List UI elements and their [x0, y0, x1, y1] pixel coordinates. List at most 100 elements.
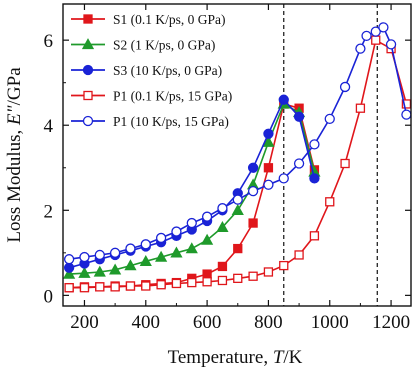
series-3-point [278, 94, 289, 105]
series-3-point [293, 111, 305, 122]
legend-swatch-marker [81, 38, 95, 50]
series-1-point [263, 163, 274, 173]
series-4-point [263, 267, 274, 277]
series-4-point [217, 275, 228, 286]
series-4-point [95, 282, 105, 292]
series-2-point [109, 263, 122, 275]
legend-label: P1 (10 K/ps, 15 GPa) [113, 114, 229, 129]
series-4-point [187, 277, 197, 288]
series-1-point [233, 243, 243, 254]
series-4-point [325, 197, 335, 207]
y-tick-label: 2 [44, 201, 54, 222]
series-4 [64, 35, 411, 293]
series-5-point [201, 211, 213, 222]
legend-label: S3 (10 K/ps, 0 GPa) [113, 63, 222, 78]
series-5-point [217, 203, 228, 214]
series-4-point [279, 260, 289, 271]
series-5-point [355, 43, 366, 54]
series-5-point [401, 109, 411, 120]
series-5-point [339, 81, 351, 93]
series-5-point [247, 186, 259, 197]
legend-item: S2 (1 K/ps, 0 GPa) [71, 38, 215, 53]
series-2-point [63, 267, 76, 279]
series-5-point [232, 194, 243, 205]
series-5-point [94, 249, 105, 261]
series-3-point [63, 262, 75, 273]
series-2-point [231, 203, 244, 215]
series-4-point [64, 283, 74, 293]
series-5-point [370, 26, 381, 37]
legend-label: P1 (0.1 K/ps, 15 GPa) [113, 89, 232, 104]
series-2-point [201, 233, 214, 245]
y-axis-label-prefix: Loss Modulus, [4, 125, 25, 243]
series-5-point [171, 226, 182, 237]
series-2-point [124, 259, 137, 271]
series-3-point [263, 128, 274, 139]
series-5-point [293, 158, 305, 169]
series-4-point [248, 271, 258, 281]
series-2-point [262, 135, 275, 147]
y-axis-label: Loss Modulus, E"/GPa [4, 67, 25, 243]
series-5-point [140, 239, 151, 250]
series-5-point [263, 179, 274, 190]
x-axis-label-unit: /K [283, 347, 302, 368]
y-axis-ticks: 0 2 4 6 [44, 31, 411, 307]
series-5-point [63, 254, 75, 265]
series-2-point [170, 246, 183, 258]
legend-label: S2 (1 K/ps, 0 GPa) [113, 38, 215, 53]
series-5-point [109, 247, 121, 258]
series-5-point [385, 39, 397, 50]
series-4-point [202, 277, 212, 287]
series-4-point [340, 158, 350, 169]
series-5-point [324, 113, 335, 124]
x-tick-label: 200 [70, 312, 99, 333]
series-5-point [186, 217, 197, 229]
series-2-point [93, 265, 106, 277]
x-tick-label: 600 [193, 312, 222, 333]
series-layer [63, 22, 411, 293]
series-4-point [355, 103, 366, 113]
series-2-point [139, 254, 152, 266]
series-5 [63, 22, 411, 265]
series-4-point [125, 281, 136, 291]
legend: S1 (0.1 K/ps, 0 GPa) S2 (1 K/ps, 0 GPa) S3… [71, 12, 232, 129]
series-3-point [247, 162, 259, 173]
series-5-point [155, 232, 167, 244]
x-tick-label: 400 [132, 312, 161, 333]
series-3-point [309, 173, 320, 184]
legend-item: P1 (0.1 K/ps, 15 GPa) [71, 89, 232, 104]
series-4-point [233, 273, 243, 284]
x-axis-ticks: 200 400 600 800 1000 1200 [70, 4, 410, 333]
series-4-point [309, 231, 320, 241]
x-tick-label: 800 [254, 312, 283, 333]
x-axis-label: Temperature, T/K [168, 347, 303, 368]
x-axis-label-prefix: Temperature, [168, 347, 273, 368]
series-4-point [110, 282, 120, 292]
y-tick-label: 6 [44, 31, 54, 52]
series-2-point [185, 242, 198, 254]
series-5-point [309, 139, 320, 150]
legend-swatch-marker [83, 90, 93, 101]
series-4-point [294, 250, 304, 260]
series-5-point [278, 173, 289, 184]
reference-lines [283, 4, 378, 306]
legend-item: P1 (10 K/ps, 15 GPa) [71, 114, 229, 129]
legend-item: S1 (0.1 K/ps, 0 GPa) [71, 12, 226, 27]
legend-swatch-marker [82, 115, 94, 127]
series-5-point [378, 22, 389, 33]
x-tick-label: 1000 [311, 312, 349, 333]
series-5-point [79, 251, 90, 263]
y-tick-label: 4 [44, 116, 54, 137]
series-4-point [371, 35, 381, 45]
y-axis-label-unit: /GPa [4, 67, 25, 106]
legend-swatch-marker [83, 14, 93, 24]
legend-label: S1 (0.1 K/ps, 0 GPa) [113, 12, 226, 27]
plot-frame [62, 3, 412, 307]
y-axis-label-variable: E" [4, 104, 25, 126]
legend-item: S3 (10 K/ps, 0 GPa) [71, 63, 222, 78]
series-4-point [79, 283, 90, 293]
legend-swatch-marker [82, 64, 94, 76]
series-4-point [141, 281, 151, 291]
series-4-point [171, 278, 182, 289]
